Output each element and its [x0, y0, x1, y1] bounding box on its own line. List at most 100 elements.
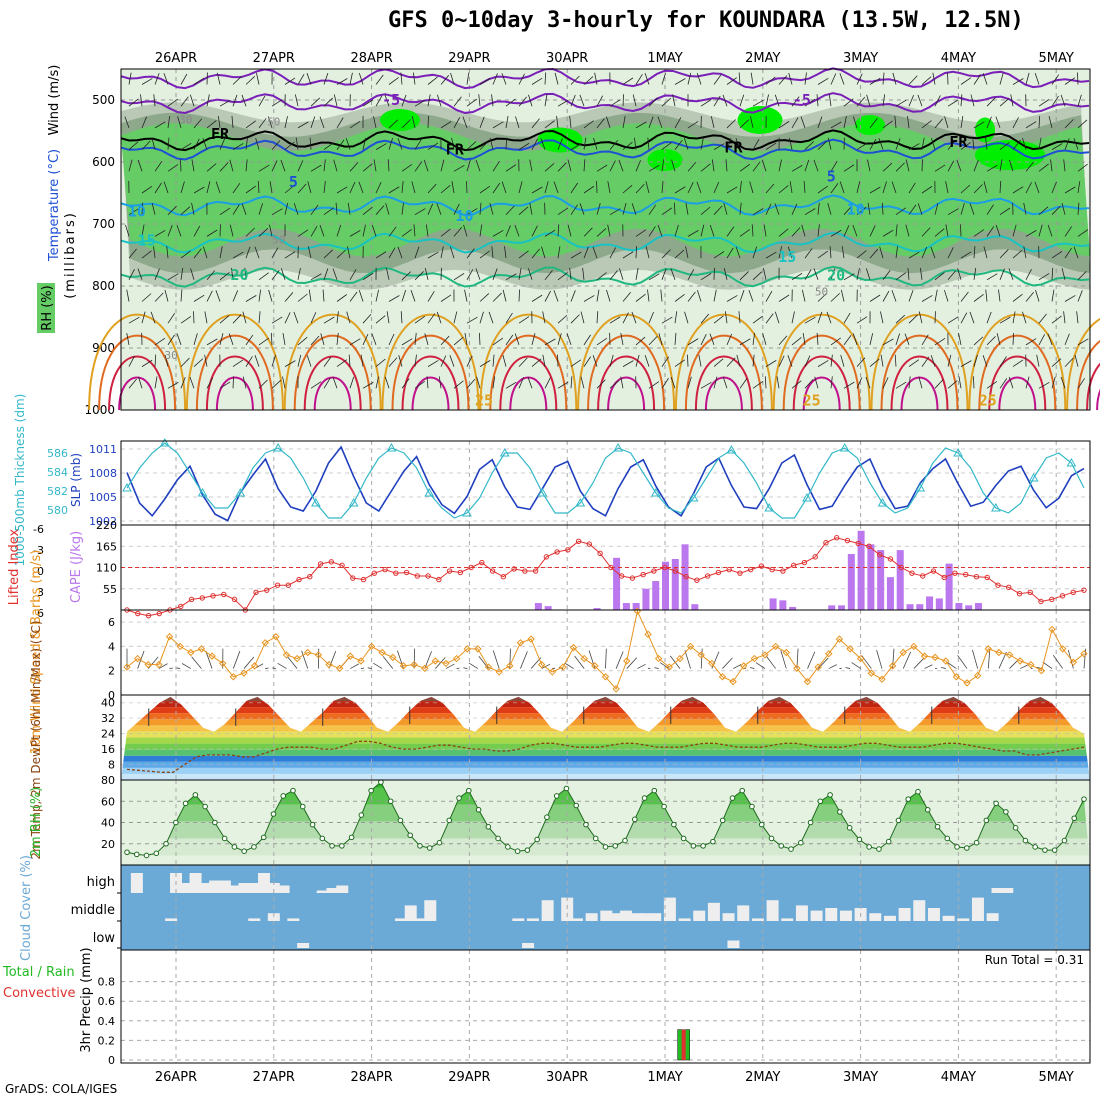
wind-barb: [479, 360, 491, 367]
wind-barb: [917, 94, 923, 107]
wind-speed-marker: [367, 642, 376, 651]
rh-marker: [631, 816, 638, 823]
wind-barb: [244, 267, 247, 280]
wind-speed-marker: [814, 663, 822, 671]
wind-barb: [1051, 95, 1059, 107]
cloud-bar: [248, 883, 261, 893]
surface-wind-barb: [828, 664, 837, 669]
wind-barb: [332, 268, 338, 280]
wind-barb: [245, 137, 248, 150]
cloud-bar: [678, 918, 691, 921]
li-marker: [747, 566, 754, 573]
wind-barb: [788, 72, 793, 85]
wind-barb: [529, 159, 533, 172]
wind-barb: [453, 227, 463, 237]
wind-barb: [1073, 138, 1079, 150]
wind-barb: [869, 248, 879, 259]
wind-barb: [700, 224, 705, 237]
surface-wind-barb: [700, 648, 703, 669]
wind-barb: [765, 203, 772, 215]
wind-barb: [687, 182, 694, 194]
wind-barb: [908, 94, 915, 107]
wind-barb: [375, 315, 386, 324]
wind-barb: [570, 182, 578, 194]
temp-band: [121, 713, 1090, 720]
temperature-contour: [499, 355, 558, 411]
wind-speed-marker: [1016, 657, 1024, 665]
wind-barb: [336, 249, 347, 259]
precip-label: 3hr Precip (mm): [79, 947, 94, 1052]
li-marker: [920, 573, 926, 579]
wind-barb: [1025, 72, 1030, 85]
wind-barb: [254, 246, 260, 259]
rh-tick-label: 80: [101, 774, 115, 787]
wind-barb: [869, 118, 878, 129]
wind-barb: [700, 313, 710, 324]
wind-barb: [713, 95, 721, 107]
wind-barb: [505, 381, 517, 389]
rh-marker: [553, 793, 560, 799]
wind-barb: [986, 97, 996, 107]
wind-barb: [336, 78, 348, 85]
wind-barb: [804, 141, 815, 150]
wind-barb: [297, 336, 308, 346]
wind-barb: [466, 72, 470, 85]
wind-barb: [323, 73, 329, 85]
wind-barb: [856, 181, 861, 194]
wind-barb: [1063, 159, 1066, 172]
wind-barb: [544, 181, 549, 194]
temperature-contour: [587, 334, 666, 411]
wind-barb: [373, 116, 377, 128]
pressure-tick-label: 800: [92, 279, 115, 293]
cape-bar: [916, 604, 924, 610]
cloud-bar: [649, 913, 662, 921]
wind-barb: [270, 332, 273, 345]
wind-speed-marker: [527, 635, 535, 643]
wind-barb: [426, 376, 429, 389]
wind-barb: [336, 117, 344, 129]
wind-barb: [427, 360, 439, 367]
cape-bar: [691, 604, 699, 610]
wind-barb: [713, 289, 717, 302]
wind-barb: [726, 357, 736, 367]
temperature-contour: [381, 313, 480, 411]
rh-marker: [641, 795, 648, 801]
wind-barb: [944, 116, 949, 129]
wind-barb: [1051, 315, 1062, 324]
wind-barb: [267, 116, 273, 129]
wind-speed-marker: [123, 663, 131, 671]
wind-barb: [596, 289, 600, 302]
wind-speed-marker: [771, 642, 780, 651]
cloud-bar: [238, 883, 251, 893]
wind-barb: [596, 272, 607, 281]
wind-barb: [479, 224, 483, 237]
wind-barb: [999, 356, 1007, 367]
date-label-top: 1MAY: [647, 51, 682, 66]
wind-barb: [323, 356, 332, 367]
wind-barb: [609, 99, 621, 107]
wind-barb: [869, 333, 874, 345]
wind-barb: [726, 186, 738, 194]
wind-speed-marker: [293, 654, 301, 663]
li-marker: [855, 540, 861, 547]
wind-barb: [544, 270, 553, 281]
wind-barb: [661, 142, 672, 150]
wind-barb: [830, 268, 836, 280]
wind-barb: [518, 96, 527, 107]
wind-speed-marker: [346, 652, 355, 660]
wind-barb: [986, 226, 995, 237]
wind-barb: [151, 137, 156, 150]
surface-wind-barb: [301, 650, 309, 669]
wind-barb: [414, 354, 417, 367]
li-tick-label: 3: [37, 586, 44, 599]
rh-marker: [895, 817, 902, 824]
wind-barb: [258, 337, 270, 346]
wind-barb: [362, 137, 367, 150]
wind-barb: [414, 161, 423, 172]
wind-barb: [349, 121, 361, 129]
li-marker: [640, 571, 646, 578]
li-marker: [597, 550, 603, 557]
wind-barb: [635, 293, 646, 302]
temperature-contour: [411, 376, 450, 411]
